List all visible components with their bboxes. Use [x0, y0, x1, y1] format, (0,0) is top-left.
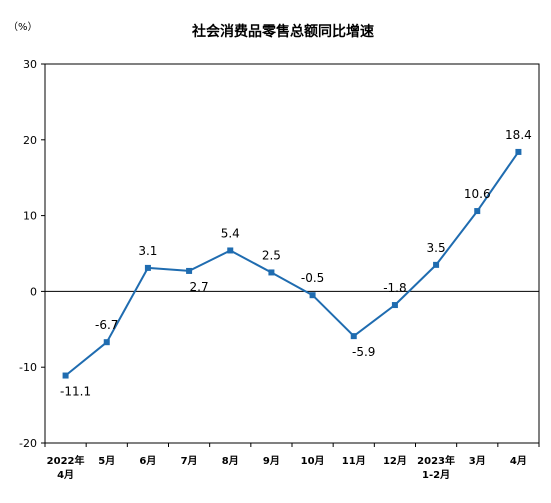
y-unit-label: （%）	[8, 21, 38, 33]
data-label: -5.9	[352, 345, 375, 359]
x-tick-label: 12月	[383, 455, 407, 467]
y-axis: -20 -10 0 10 20 30	[19, 58, 45, 450]
data-label: 3.1	[138, 244, 157, 258]
data-point	[433, 261, 440, 268]
x-tick-label-line: 2023年	[417, 454, 455, 467]
x-tick-label: 3月	[469, 455, 486, 467]
x-tick-label: 11月	[342, 455, 366, 467]
y-tick-label: -20	[19, 437, 37, 450]
x-tick-label-line: 5月	[98, 455, 115, 467]
x-tick-label-line: 1-2月	[422, 469, 450, 481]
data-label: 2.7	[190, 280, 209, 294]
data-point	[62, 372, 69, 379]
data-point	[474, 208, 481, 215]
x-tick-label-line: 11月	[342, 455, 366, 467]
data-point	[186, 267, 193, 274]
x-tick-label-line: 9月	[263, 455, 280, 467]
y-tick-label: 10	[23, 210, 37, 223]
x-tick-label: 4月	[510, 455, 527, 467]
data-label: 2.5	[262, 248, 281, 262]
y-tick-label: 0	[30, 285, 37, 298]
data-label: 3.5	[427, 241, 446, 255]
x-tick-label: 5月	[98, 455, 115, 467]
data-label: 18.4	[505, 128, 532, 142]
y-tick-label: 20	[23, 134, 37, 147]
x-tick-label-line: 2022年	[47, 454, 85, 467]
x-tick-label-line: 6月	[139, 455, 156, 467]
y-tick-label: 30	[23, 58, 37, 71]
y-tick-label: -10	[19, 361, 37, 374]
data-point	[515, 148, 522, 155]
series-polyline	[64, 151, 520, 377]
data-label: -6.7	[95, 318, 118, 332]
x-tick-label-line: 3月	[469, 455, 486, 467]
x-tick-label: 2022年 4月	[47, 454, 85, 481]
x-tick-label-line: 8月	[222, 455, 239, 467]
x-tick-label-line: 4月	[57, 469, 74, 481]
data-point	[103, 339, 110, 346]
data-point	[227, 247, 234, 254]
data-label: 10.6	[464, 187, 491, 201]
data-labels: -11.1 -6.7 3.1 2.7 5.4 2.5 -0.5 -5.9 -1.8 3.5 10.6…	[60, 128, 532, 399]
data-point	[391, 302, 398, 309]
x-tick-label: 6月	[139, 455, 156, 467]
data-label: -11.1	[60, 385, 91, 399]
x-tick-label-line: 7月	[181, 455, 198, 467]
chart-title: 社会消费品零售总额同比增速	[191, 23, 374, 40]
x-tick-label-line: 4月	[510, 455, 527, 467]
data-point	[268, 269, 275, 276]
data-label: 5.4	[221, 226, 240, 240]
x-tick-label: 8月	[222, 455, 239, 467]
x-tick-label: 7月	[181, 455, 198, 467]
data-label: -0.5	[301, 271, 324, 285]
data-point	[144, 264, 151, 271]
x-axis: 2022年 4月 5月 6月 7月 8月 9月 10月 11月 12月 2023年 1-2月 3月 4月	[44, 443, 540, 481]
data-point	[350, 333, 357, 340]
data-label: -1.8	[383, 281, 406, 295]
plot-area-frame	[44, 63, 540, 444]
x-tick-label-line: 12月	[383, 455, 407, 467]
series-line	[62, 148, 522, 379]
x-tick-label-line: 10月	[301, 455, 325, 467]
x-tick-label: 2023年 1-2月	[417, 454, 455, 481]
data-point	[309, 292, 316, 299]
x-tick-label: 10月	[301, 455, 325, 467]
x-tick-label: 9月	[263, 455, 280, 467]
